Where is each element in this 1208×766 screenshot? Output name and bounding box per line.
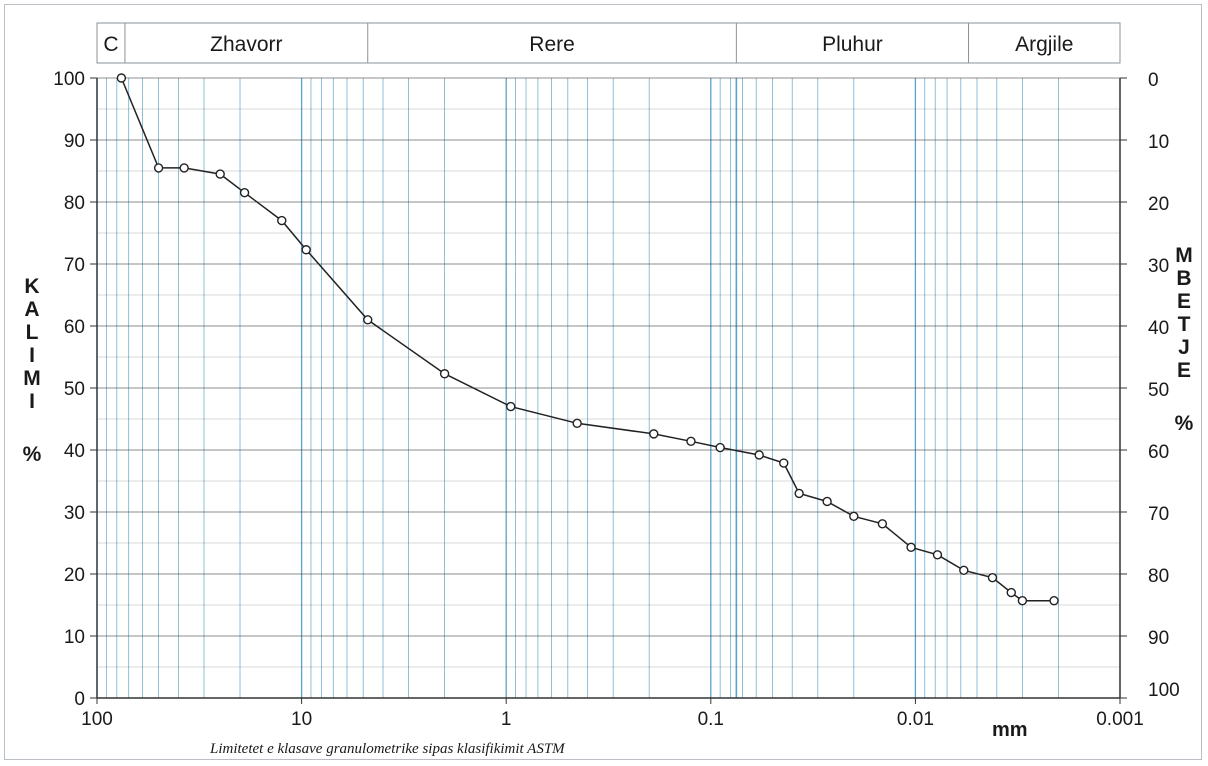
y-tick-label-left: 100	[53, 69, 85, 90]
header-band-label: C	[103, 33, 118, 56]
header-band-label: Rere	[529, 33, 575, 56]
data-point	[116, 73, 127, 83]
x-tick-label: 0.001	[1096, 709, 1144, 730]
data-series	[116, 73, 1059, 606]
y-tick-label-right: 30	[1148, 256, 1169, 277]
header-band-label: Argjile	[1015, 33, 1073, 56]
data-point	[715, 442, 725, 453]
data-point	[1017, 595, 1028, 606]
data-point	[179, 163, 189, 173]
classification-header: C Zhavorr Rere Pluhur Argjile	[96, 22, 1121, 64]
data-point	[754, 450, 764, 460]
y-tick-label-left: 0	[74, 689, 85, 710]
axis-label-letter: E	[1176, 359, 1191, 382]
data-point	[906, 542, 916, 553]
x-tick-label: 0.1	[698, 709, 724, 730]
header-box	[96, 22, 1121, 64]
data-point	[439, 369, 450, 379]
axis-label-unit: %	[1174, 412, 1194, 435]
header-band-label: Zhavorr	[210, 33, 282, 56]
data-point	[215, 169, 225, 179]
axis-label-letter: L	[25, 321, 39, 344]
axis-label-letter: A	[24, 298, 40, 321]
header-band-label: Pluhur	[822, 33, 883, 56]
y-tick-label-left: 20	[64, 565, 85, 586]
y-tick-label-right: 0	[1148, 70, 1159, 91]
y-tick-label-left: 70	[64, 255, 85, 276]
axis-label-letter: B	[1176, 267, 1192, 290]
y-tick-label-right: 10	[1148, 132, 1169, 153]
y-tick-label-left: 50	[64, 379, 85, 400]
axis-label-letter: I	[29, 344, 35, 367]
axis-label-letter: T	[1177, 313, 1191, 336]
axis-label-unit: %	[22, 443, 42, 466]
data-point	[794, 488, 804, 499]
y-tick-label-right: 20	[1148, 194, 1169, 215]
axis-label-letter: J	[1178, 336, 1190, 359]
data-point	[1006, 587, 1016, 598]
data-point	[987, 573, 998, 583]
y-tick-label-right: 60	[1148, 442, 1169, 463]
y-tick-label-right: 100	[1148, 680, 1180, 701]
y-tick-label-left: 80	[64, 193, 85, 214]
data-point	[877, 519, 888, 529]
x-axis-unit-label: mm	[992, 719, 1028, 741]
axis-ticks: 0102030405060708090100100908070605040302…	[53, 69, 1179, 730]
data-point	[959, 565, 969, 575]
data-point	[1049, 595, 1059, 606]
data-point	[239, 187, 250, 198]
y-tick-label-left: 10	[64, 627, 85, 648]
axis-label-letter: K	[24, 275, 40, 298]
x-tick-label: 0.01	[897, 709, 934, 730]
chart-caption: Limitetet e klasave granulometrike sipas…	[210, 741, 565, 757]
y-tick-label-right: 70	[1148, 504, 1169, 525]
data-point	[649, 429, 659, 439]
y-tick-label-right: 80	[1148, 566, 1169, 587]
x-tick-label: 10	[291, 709, 312, 730]
axis-label-letter: E	[1176, 290, 1191, 313]
y-tick-label-right: 90	[1148, 628, 1169, 649]
axis-label-letter: M	[23, 367, 41, 390]
chart-grid	[96, 77, 1121, 699]
y-tick-label-left: 60	[64, 317, 85, 338]
chart-frame	[4, 4, 1202, 760]
data-point	[849, 511, 859, 522]
axis-label-letter: I	[29, 390, 35, 413]
y-tick-label-left: 30	[64, 503, 85, 524]
y-tick-label-right: 40	[1148, 318, 1169, 339]
data-point	[822, 496, 832, 507]
y-tick-label-right: 50	[1148, 380, 1169, 401]
x-tick-label: 100	[81, 709, 113, 730]
axis-label-letter: M	[1175, 244, 1193, 267]
data-point	[572, 418, 582, 429]
data-point	[686, 436, 696, 447]
data-point	[153, 163, 164, 173]
data-point	[506, 401, 516, 412]
data-point	[277, 215, 287, 226]
x-tick-label: 1	[501, 709, 512, 730]
y-tick-label-left: 40	[64, 441, 85, 462]
y-tick-label-left: 90	[64, 131, 85, 152]
data-point	[932, 550, 943, 560]
data-point	[779, 458, 789, 468]
data-point	[363, 315, 373, 325]
data-point	[301, 245, 311, 255]
